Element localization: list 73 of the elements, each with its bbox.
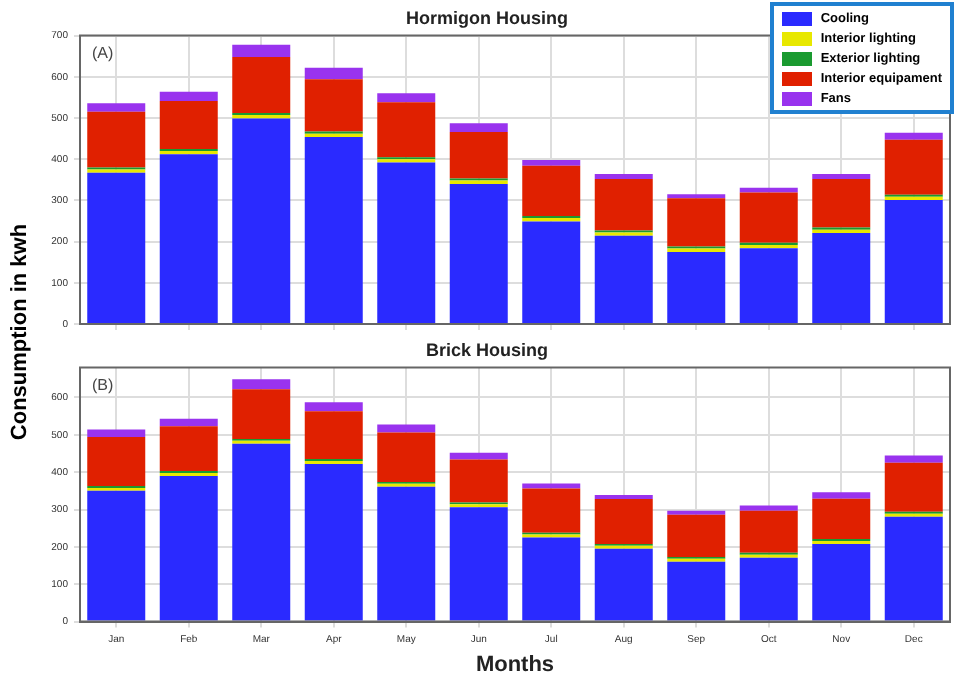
bar <box>304 463 363 621</box>
bar <box>232 57 291 114</box>
bar <box>884 462 943 512</box>
bar <box>304 136 363 323</box>
bar <box>522 488 581 533</box>
bar <box>884 139 943 195</box>
bar <box>594 235 653 323</box>
bar <box>739 510 798 553</box>
bar <box>812 232 871 323</box>
bar <box>87 172 146 323</box>
bar <box>522 537 581 621</box>
bar <box>377 424 436 433</box>
bar <box>884 455 943 463</box>
bar <box>739 505 798 511</box>
x-axis-title: Months <box>475 652 555 677</box>
bar <box>87 437 146 487</box>
bar <box>87 429 146 438</box>
bar <box>812 492 871 499</box>
bar <box>812 498 871 540</box>
bar <box>377 432 436 482</box>
bar <box>812 178 871 228</box>
bar <box>159 154 218 323</box>
bar <box>87 490 146 621</box>
bar <box>667 251 726 323</box>
bar <box>449 123 508 133</box>
bar <box>232 389 291 439</box>
bar <box>87 103 146 112</box>
bar <box>594 548 653 621</box>
bar <box>304 411 363 460</box>
bar <box>449 507 508 621</box>
bar <box>304 67 363 80</box>
bar <box>232 443 291 621</box>
bar <box>159 101 218 149</box>
bar <box>667 198 726 247</box>
bar <box>159 475 218 621</box>
bar <box>522 165 581 217</box>
bar <box>522 221 581 323</box>
bar <box>449 459 508 503</box>
bar <box>232 379 291 390</box>
y-axis-title: Consumption in kwh <box>8 221 32 445</box>
bar <box>884 516 943 621</box>
chart-title: Brick Housing <box>425 339 549 360</box>
bar <box>667 561 726 621</box>
bar <box>522 160 581 166</box>
bar <box>377 102 436 158</box>
bar <box>159 91 218 102</box>
bar <box>739 187 798 193</box>
bar <box>594 494 653 500</box>
bar <box>304 402 363 412</box>
bar <box>377 486 436 621</box>
bar <box>884 132 943 140</box>
annotation: (A) <box>92 44 114 63</box>
bar <box>449 132 508 179</box>
bar <box>739 248 798 323</box>
bar <box>87 111 146 168</box>
bar <box>594 178 653 231</box>
chart-title: Hormigon Housing <box>406 7 568 28</box>
annotation: (B) <box>92 376 114 395</box>
bar <box>884 199 943 323</box>
bar <box>739 557 798 621</box>
bar <box>232 44 291 58</box>
bar <box>739 192 798 243</box>
bar <box>667 514 726 557</box>
bar <box>377 93 436 103</box>
bar <box>159 426 218 472</box>
bar <box>522 483 581 489</box>
bar <box>594 499 653 544</box>
bar <box>159 418 218 427</box>
bar <box>232 118 291 323</box>
bar <box>377 162 436 323</box>
bar <box>449 183 508 323</box>
bar <box>812 543 871 621</box>
bar <box>304 79 363 132</box>
